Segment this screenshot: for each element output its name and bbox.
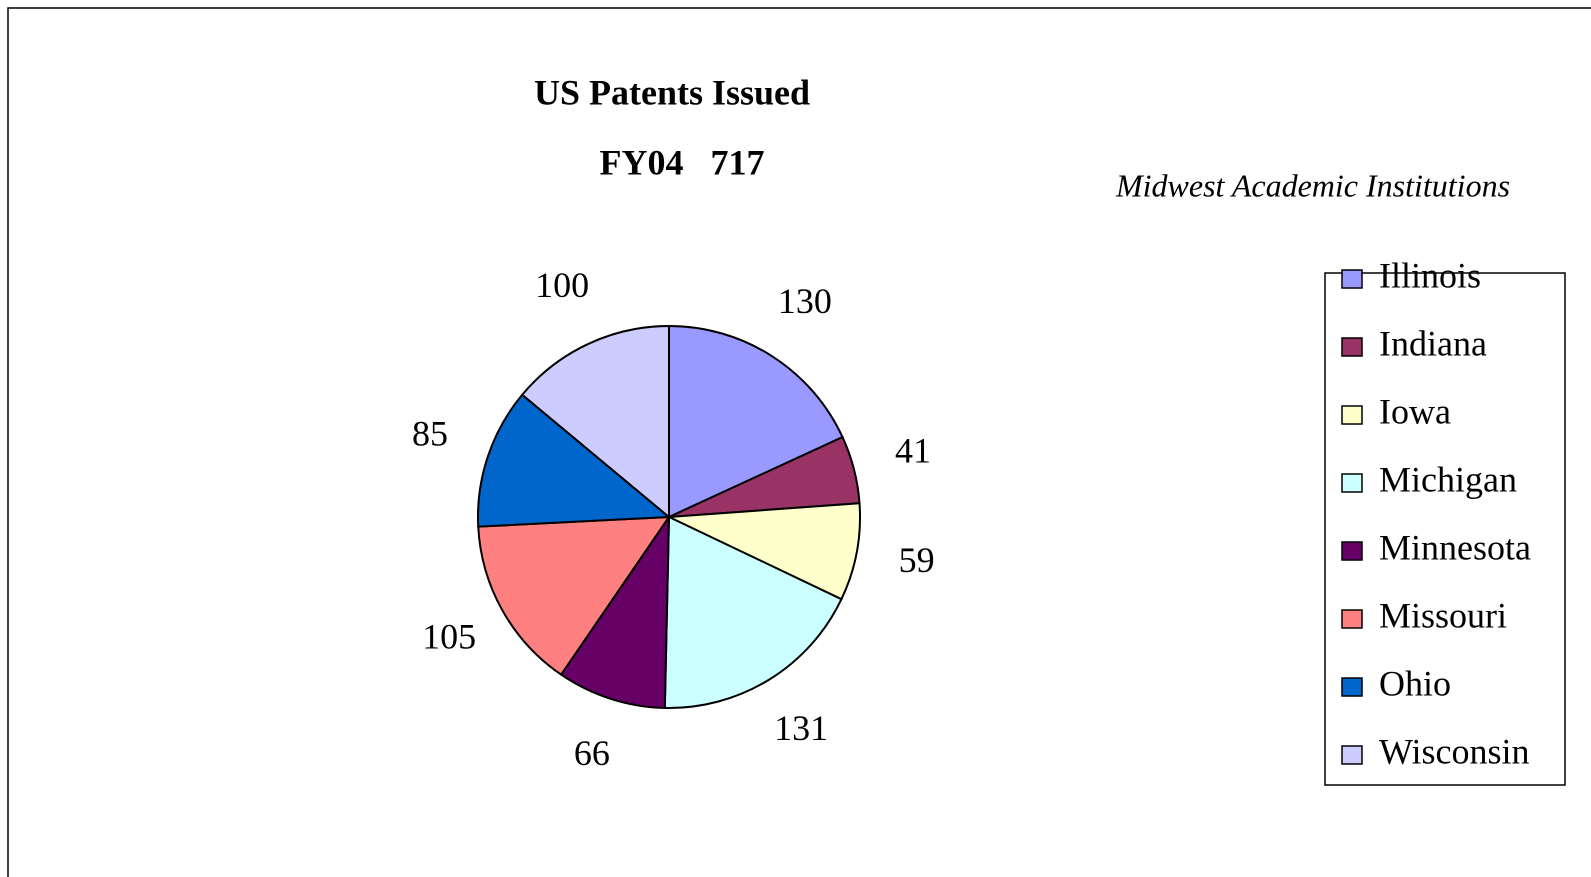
- legend-label: Missouri: [1379, 595, 1507, 635]
- legend-label: Indiana: [1379, 323, 1487, 363]
- data-label: 59: [899, 540, 935, 580]
- pie-slice: [559, 513, 671, 709]
- pie-slice: [477, 515, 671, 676]
- legend-label: Michigan: [1379, 459, 1517, 499]
- legend-swatch: [1341, 677, 1363, 697]
- legend-swatch: [1341, 269, 1363, 289]
- data-label: 130: [778, 281, 832, 321]
- pie-slice: [665, 502, 861, 601]
- pie-slice: [668, 324, 844, 519]
- pie-slice: [663, 515, 843, 709]
- legend-label: Wisconsin: [1379, 731, 1530, 771]
- data-label: 100: [535, 265, 589, 305]
- legend-label: Illinois: [1379, 255, 1481, 295]
- legend-swatch: [1341, 541, 1363, 561]
- legend-label: Minnesota: [1379, 527, 1531, 567]
- pie-slice: [477, 393, 672, 528]
- legend-swatch: [1341, 609, 1363, 629]
- data-label: 105: [422, 616, 476, 656]
- annotation: Midwest Academic Institutions: [1115, 167, 1510, 203]
- legend-swatch: [1341, 473, 1363, 493]
- data-label: 85: [412, 414, 448, 454]
- data-label: 131: [774, 708, 828, 748]
- pie-slice: [520, 324, 670, 520]
- legend-box: [1324, 272, 1566, 786]
- legend-label: Ohio: [1379, 663, 1451, 703]
- chart-subtitle: FY04 717: [600, 142, 765, 182]
- data-label: 66: [574, 733, 610, 773]
- legend-swatch: [1341, 405, 1363, 425]
- data-label: 41: [895, 430, 931, 470]
- legend-swatch: [1341, 745, 1363, 765]
- chart-title: US Patents Issued: [534, 72, 810, 112]
- legend-swatch: [1341, 337, 1363, 357]
- legend-label: Iowa: [1379, 391, 1451, 431]
